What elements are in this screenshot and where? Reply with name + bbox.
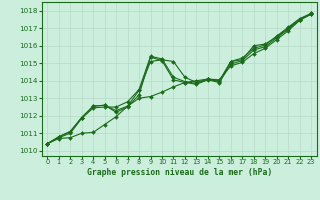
X-axis label: Graphe pression niveau de la mer (hPa): Graphe pression niveau de la mer (hPa) (87, 168, 272, 177)
